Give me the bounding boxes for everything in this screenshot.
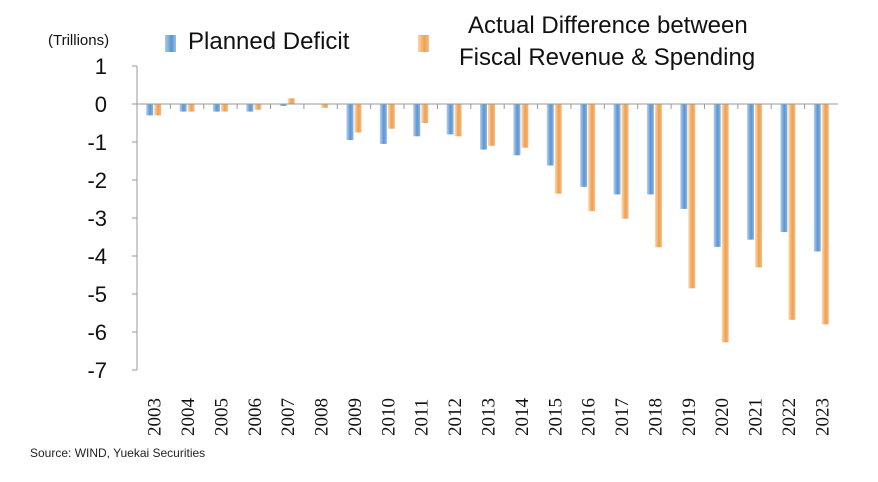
bar-actual-difference [287,98,295,104]
bar-planned-deficit [747,104,755,240]
bar-actual-difference [688,104,696,289]
bar-planned-deficit [212,104,220,112]
y-tick-label: -5 [87,282,107,307]
bar-actual-difference [721,104,729,343]
bar-actual-difference [187,104,195,112]
y-tick-label: -2 [87,168,107,193]
bar-planned-deficit [346,104,354,141]
y-axis: 1 0 -1 -2 -3 -4 -5 -6 -7 [87,54,138,383]
y-tick-label: -3 [87,206,107,231]
bar-actual-difference [588,104,596,212]
x-tick-label: 2005 [211,398,232,436]
x-tick-label: 2021 [746,398,767,436]
x-tick-label: 2008 [312,398,333,436]
bar-planned-deficit [680,104,688,209]
bar-actual-difference [755,104,763,268]
bar-planned-deficit [246,104,254,112]
y-tick-label: 1 [95,54,107,79]
x-tick-label: 2013 [479,398,500,436]
bar-actual-difference [421,104,429,123]
x-tick-label: 2016 [579,398,600,436]
bar-planned-deficit [646,104,654,195]
y-tick-label: -7 [87,358,107,383]
bar-planned-deficit [146,104,154,116]
x-tick-label: 2018 [645,398,666,436]
x-tick-label: 2006 [245,398,266,436]
x-tick-label: 2023 [812,398,833,436]
x-tick-label: 2014 [512,398,533,437]
source-note: Source: WIND, Yuekai Securities [30,446,206,460]
bar-planned-deficit [480,104,487,150]
bars [146,98,829,343]
bar-actual-difference [788,104,796,320]
x-tick-label: 2015 [545,398,566,436]
bar-actual-difference [821,104,829,325]
bar-planned-deficit [546,104,554,166]
x-tick-label: 2019 [679,398,700,436]
bar-planned-deficit [513,104,521,156]
bar-planned-deficit [279,104,287,106]
bar-planned-deficit [780,104,788,233]
bar-actual-difference [454,104,462,137]
bar-actual-difference [554,104,562,194]
legend-swatch-planned [165,35,176,52]
x-tick-label: 2020 [712,398,733,436]
x-tick-label: 2011 [412,399,433,436]
bar-actual-difference [354,104,362,133]
legend-swatch-actual [418,35,429,52]
bar-actual-difference [521,104,529,148]
bar-actual-difference [220,104,228,112]
bar-actual-difference [387,104,395,129]
bar-actual-difference [621,104,629,219]
bar-planned-deficit [580,104,588,187]
bar-actual-difference [254,104,262,110]
bar-actual-difference [154,104,162,116]
legend-label-actual-line1: Actual Difference between [468,12,748,39]
legend-label-planned: Planned Deficit [188,28,350,55]
x-tick-label: 2022 [779,398,800,436]
bar-planned-deficit [179,104,187,112]
x-tick-label: 2004 [178,398,199,437]
bar-actual-difference [321,104,329,108]
x-tick-label: 2009 [345,398,366,436]
bar-planned-deficit [613,104,621,195]
x-tick-label: 2003 [145,398,166,436]
bar-planned-deficit [813,104,821,252]
legend-label-actual-line2: Fiscal Revenue & Spending [459,44,756,71]
bar-actual-difference [654,104,662,248]
x-tick-label: 2007 [278,398,299,436]
x-axis: 2003 2004 2005 2006 2007 2008 2009 2010 2011 2012… [136,103,838,437]
y-tick-label: -4 [87,244,107,269]
y-tick-label: -1 [87,130,107,155]
bar-actual-difference [488,104,495,146]
y-tick-label: 0 [95,92,107,117]
x-tick-label: 2017 [612,398,633,436]
y-tick-label: -6 [87,320,107,345]
bar-planned-deficit [413,104,421,137]
bar-planned-deficit [379,104,387,144]
x-tick-label: 2010 [378,398,399,436]
bar-planned-deficit [446,104,454,135]
x-tick-label: 2012 [445,398,466,436]
y-unit-label: (Trillions) [48,32,110,49]
bar-planned-deficit [713,104,721,247]
